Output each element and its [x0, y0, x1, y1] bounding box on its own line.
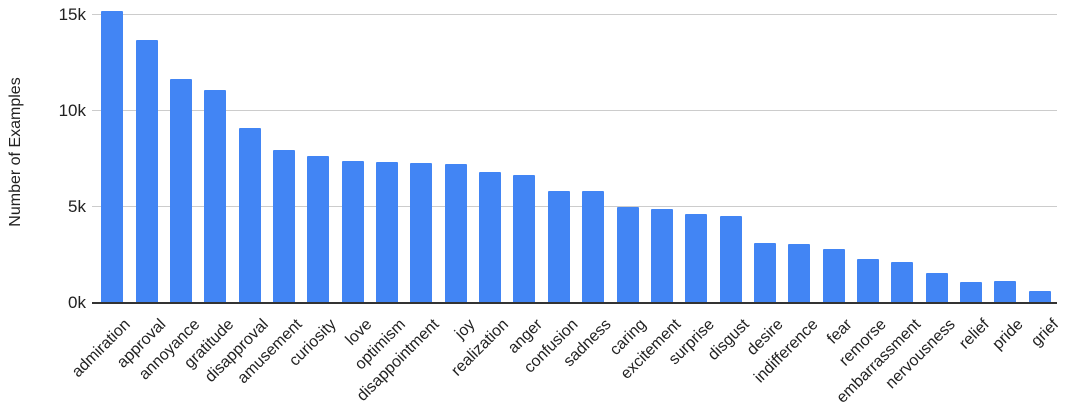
bar-nervousness: [926, 273, 948, 303]
y-tick-label-0k: 0k: [68, 293, 86, 312]
x-label-pride: pride: [989, 316, 1028, 354]
bar-optimism: [376, 162, 398, 303]
bar-desire: [754, 243, 776, 303]
bar-annoyance: [170, 79, 192, 303]
bar-love: [342, 161, 364, 303]
bar-sadness: [582, 191, 604, 303]
x-label-relief: relief: [956, 316, 994, 353]
y-tick-label-10k: 10k: [58, 101, 86, 120]
bar-disapproval: [239, 128, 261, 303]
bar-approval: [136, 40, 158, 303]
y-tick-label-15k: 15k: [58, 5, 86, 24]
bar-amusement: [273, 150, 295, 303]
bar-disgust: [720, 216, 742, 303]
bar-relief: [960, 282, 982, 303]
bar-excitement: [651, 209, 673, 303]
bar-caring: [617, 207, 639, 303]
bar-realization: [479, 172, 501, 303]
x-label-grief: grief: [1027, 316, 1063, 351]
gridline-15k: [92, 14, 1057, 15]
bar-curiosity: [307, 156, 329, 303]
bar-joy: [445, 164, 467, 303]
x-axis-line: [92, 302, 1057, 304]
bar-fear: [823, 249, 845, 303]
bar-disappointment: [410, 163, 432, 303]
gridline-5k: [92, 206, 1057, 207]
bar-surprise: [685, 214, 707, 303]
bar-confusion: [548, 191, 570, 303]
bar-grief: [1029, 291, 1051, 303]
bar-remorse: [857, 259, 879, 303]
y-tick-label-5k: 5k: [68, 197, 86, 216]
bar-embarrassment: [891, 262, 913, 303]
bar-admiration: [101, 11, 123, 303]
bar-gratitude: [204, 90, 226, 303]
gridline-10k: [92, 110, 1057, 111]
bar-pride: [994, 281, 1016, 303]
x-label-joy: joy: [451, 316, 479, 343]
bar-anger: [513, 175, 535, 303]
bar-indifference: [788, 244, 810, 303]
plot-area: [92, 8, 1057, 304]
